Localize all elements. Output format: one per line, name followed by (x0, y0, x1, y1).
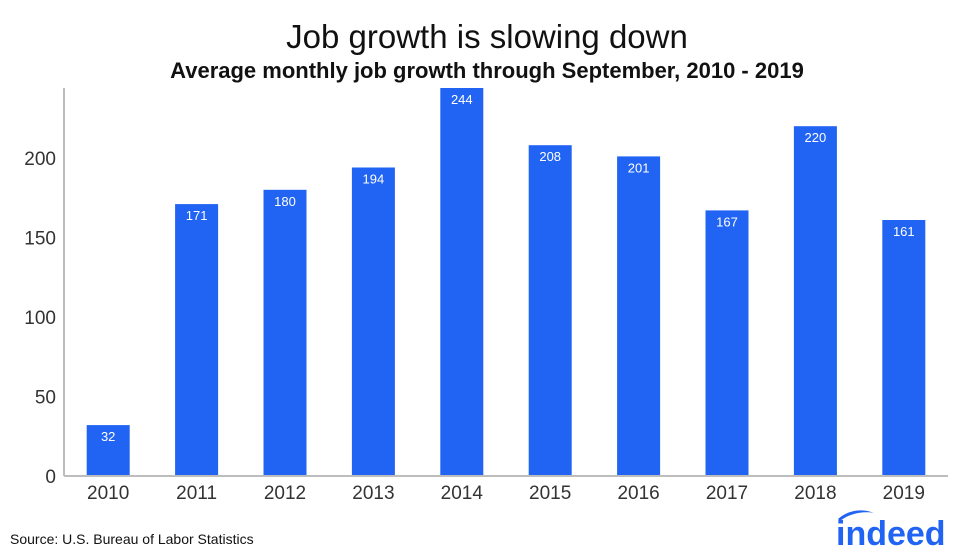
chart-subtitle: Average monthly job growth through Septe… (170, 58, 804, 83)
logo-swoosh-icon (838, 510, 874, 521)
x-axis-ticks: 2010 2011 2012 2013 2014 2015 2016 2017 2018 2019 (87, 483, 925, 504)
x-tick-2011: 2011 (176, 483, 217, 504)
bar-2013 (351, 167, 395, 476)
data-label-2015: 208 (539, 149, 561, 164)
x-tick-2019: 2019 (883, 483, 925, 504)
x-tick-2015: 2015 (529, 483, 571, 504)
bar-2011 (175, 204, 219, 476)
source-note: Source: U.S. Bureau of Labor Statistics (10, 531, 254, 547)
bar-2014 (440, 88, 484, 476)
data-label-2017: 167 (716, 214, 738, 229)
y-tick-150: 150 (24, 229, 56, 250)
bars-group: 32 171 180 194 244 208 201 167 220 161 (86, 88, 926, 477)
indeed-logo: indeed (836, 510, 946, 552)
data-label-2018: 220 (805, 130, 827, 145)
data-label-2019: 161 (893, 224, 915, 239)
x-tick-2018: 2018 (794, 483, 836, 504)
bar-2017 (705, 210, 749, 476)
bar-2019 (882, 220, 926, 476)
x-tick-2013: 2013 (352, 483, 394, 504)
x-tick-2014: 2014 (441, 483, 484, 504)
bar-2016 (617, 156, 661, 476)
data-label-2012: 180 (274, 194, 296, 209)
y-tick-200: 200 (24, 149, 56, 170)
bar-2018 (793, 126, 837, 476)
data-label-2011: 171 (186, 208, 208, 223)
y-axis-ticks: 0 50 100 150 200 (24, 149, 56, 488)
data-label-2013: 194 (363, 172, 385, 187)
y-tick-100: 100 (24, 308, 56, 329)
chart-title: Job growth is slowing down (286, 18, 688, 55)
bar-2015 (528, 145, 572, 476)
x-tick-2017: 2017 (706, 483, 748, 504)
data-label-2014: 244 (451, 92, 473, 107)
y-tick-50: 50 (35, 388, 56, 409)
logo-wordmark: indeed (836, 515, 946, 552)
bar-2012 (263, 189, 307, 477)
x-tick-2010: 2010 (87, 483, 129, 504)
bar-2010 (86, 425, 130, 476)
data-label-2016: 201 (628, 160, 650, 175)
y-tick-0: 0 (45, 467, 56, 488)
data-label-2010: 32 (101, 429, 115, 444)
x-tick-2012: 2012 (264, 483, 306, 504)
x-tick-2016: 2016 (617, 483, 659, 504)
